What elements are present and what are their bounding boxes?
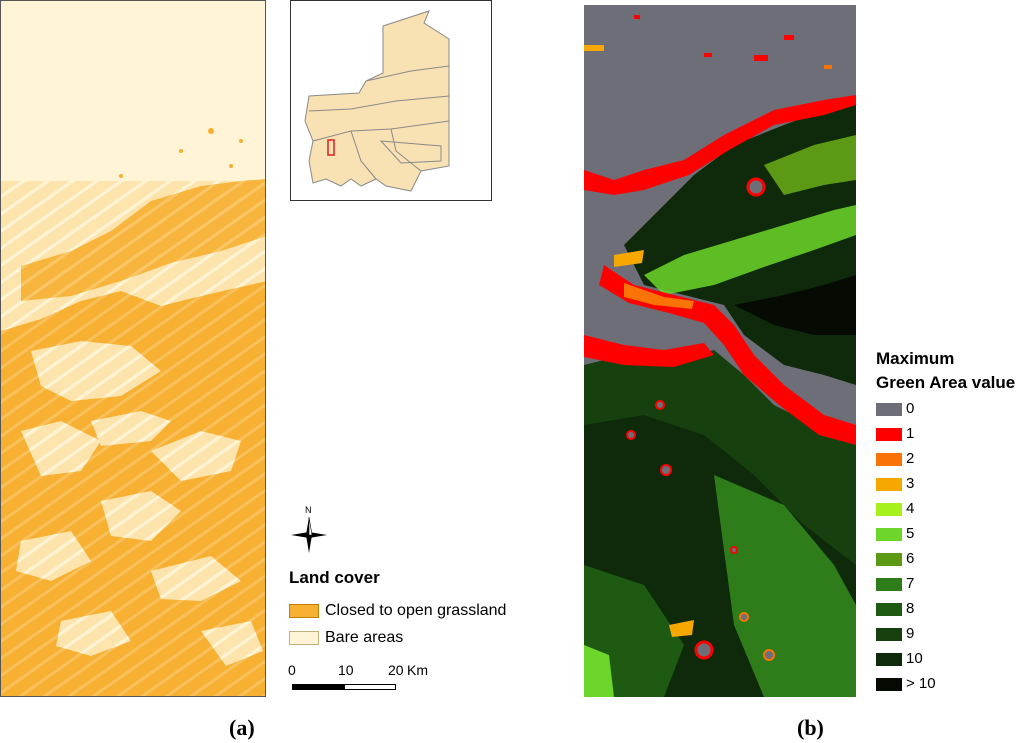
bare-swatch — [289, 631, 319, 645]
legend-label-3: 3 — [906, 475, 915, 492]
green-area-legend-title-line2: Green Area value — [876, 373, 1016, 392]
legend-item-1: 1 — [876, 423, 1024, 447]
country-outline — [304, 10, 450, 192]
legend-item-5: 5 — [876, 523, 1024, 547]
land-cover-map — [0, 0, 266, 697]
legend-swatch-9 — [876, 628, 902, 641]
land-cover-map-canvas — [1, 1, 265, 696]
legend-item-10: 10 — [876, 648, 1024, 672]
legend-label-10: 10 — [906, 650, 923, 667]
legend-label-8: 8 — [906, 600, 915, 617]
north-arrow: N — [288, 505, 330, 563]
scale-bar: 0 10 20 Km — [288, 662, 448, 696]
legend-swatch-5 — [876, 528, 902, 541]
legend-label-9: 9 — [906, 625, 915, 642]
legend-label-1: 1 — [906, 425, 915, 442]
legend-swatch-8 — [876, 603, 902, 616]
bare-label: Bare areas — [325, 629, 404, 646]
legend-swatch-11 — [876, 678, 902, 691]
legend-item-6: 6 — [876, 548, 1024, 572]
legend-label-0: 0 — [906, 400, 915, 417]
legend-swatch-6 — [876, 553, 902, 566]
legend-item-3: 3 — [876, 473, 1024, 497]
north-label: N — [305, 505, 312, 515]
legend-item-4: 4 — [876, 498, 1024, 522]
legend-item-0: 0 — [876, 398, 1024, 422]
legend-swatch-7 — [876, 578, 902, 591]
legend-label-5: 5 — [906, 525, 915, 542]
green-area-legend: Maximum Green Area value 0 1 2 3 4 5 6 7… — [876, 347, 1024, 707]
legend-item-11: > 10 — [876, 673, 1024, 697]
grassland-label: Closed to open grassland — [325, 602, 507, 619]
north-arrow-icon — [291, 516, 327, 553]
legend-label-6: 6 — [906, 550, 915, 567]
location-inset-map — [290, 0, 492, 201]
green-area-legend-items: 0 1 2 3 4 5 6 7 8 9 10 > 10 — [876, 398, 1024, 698]
legend-label-4: 4 — [906, 500, 915, 517]
legend-item-7: 7 — [876, 573, 1024, 597]
legend-swatch-4 — [876, 503, 902, 516]
scale-segment-black — [292, 684, 344, 690]
legend-item-2: 2 — [876, 448, 1024, 472]
scale-tick-20: 20 — [388, 662, 404, 678]
caption-a: (a) — [229, 715, 255, 740]
land-cover-legend: Closed to open grassland Bare areas — [289, 598, 549, 654]
green-area-legend-title-line1: Maximum — [876, 349, 955, 368]
green-area-map-canvas — [584, 5, 856, 697]
legend-label-11: > 10 — [906, 675, 936, 692]
legend-swatch-2 — [876, 453, 902, 466]
legend-swatch-10 — [876, 653, 902, 666]
legend-item-9: 9 — [876, 623, 1024, 647]
legend-item-8: 8 — [876, 598, 1024, 622]
legend-swatch-1 — [876, 428, 902, 441]
land-cover-legend-title: Land cover — [289, 568, 380, 587]
legend-label-2: 2 — [906, 450, 915, 467]
legend-swatch-3 — [876, 478, 902, 491]
caption-b: (b) — [797, 715, 824, 740]
study-area-marker — [327, 139, 335, 156]
scale-tick-0: 0 — [288, 662, 296, 678]
grassland-swatch — [289, 604, 319, 618]
legend-swatch-0 — [876, 403, 902, 416]
green-area-map — [584, 5, 856, 697]
scale-unit: Km — [407, 662, 428, 678]
legend-label-7: 7 — [906, 575, 915, 592]
scale-segment-white — [344, 684, 396, 690]
scale-tick-10: 10 — [338, 662, 354, 678]
